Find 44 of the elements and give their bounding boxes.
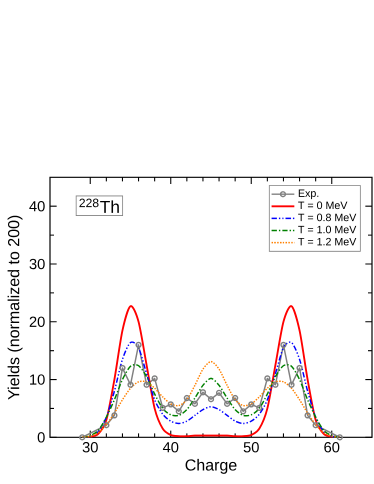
x-tick-label: 60 <box>324 442 340 452</box>
point <box>288 382 295 388</box>
point <box>272 382 279 388</box>
point <box>143 382 150 388</box>
legend-label: Exp. <box>298 190 318 200</box>
y-tick-label: 30 <box>30 258 45 270</box>
point <box>200 389 206 396</box>
point <box>208 396 214 402</box>
point <box>304 412 311 419</box>
annotation: $^{228}$Th <box>79 198 119 213</box>
y-tick-label: 0 <box>38 432 45 443</box>
x-axis-title: Charge <box>186 458 237 474</box>
x-tick-label: 40 <box>162 442 178 452</box>
x-tick-label: 30 <box>82 442 98 452</box>
point <box>103 422 110 428</box>
y-axis-title: Yields (normalized to 200) <box>8 216 22 400</box>
y-tick-label: 20 <box>30 316 45 327</box>
legend-label: T = 1.2 MeV <box>298 238 356 246</box>
point <box>152 375 158 382</box>
point <box>232 394 238 402</box>
point <box>168 401 174 408</box>
point <box>176 408 182 414</box>
point <box>256 404 262 411</box>
point <box>296 364 303 372</box>
point <box>216 390 222 396</box>
point <box>184 394 190 402</box>
point <box>264 375 270 382</box>
point <box>248 401 254 408</box>
legend-label: T = 1.0 MeV <box>298 226 356 234</box>
point <box>160 404 166 411</box>
x-tick-label: 50 <box>244 442 259 452</box>
point <box>224 400 230 407</box>
point <box>119 364 126 372</box>
legend-label: T = 0.8 MeV <box>298 214 356 222</box>
point <box>111 412 118 419</box>
y-tick-label: 40 <box>29 201 45 212</box>
point <box>127 382 134 388</box>
legend-label: T = 0 MeV <box>298 202 348 210</box>
point <box>312 422 319 428</box>
y-tick-label: 10 <box>30 374 45 385</box>
point <box>192 400 198 407</box>
point <box>280 342 287 348</box>
point <box>135 342 142 348</box>
point <box>240 408 246 414</box>
